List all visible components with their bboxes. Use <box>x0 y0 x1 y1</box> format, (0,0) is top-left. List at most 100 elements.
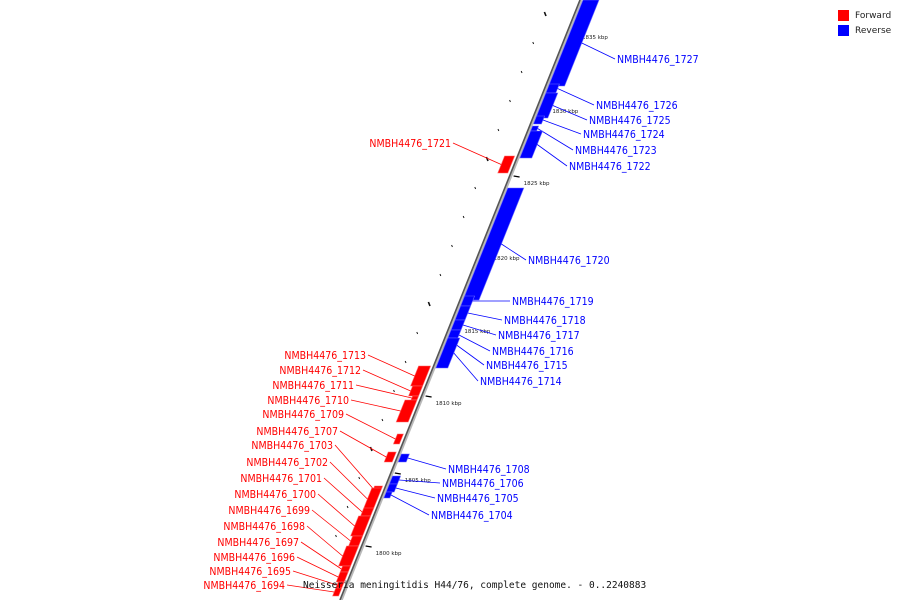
gene-feature-nmbh4476_1722 <box>519 130 544 159</box>
gene-label: NMBH4476_1710 <box>267 395 349 407</box>
legend-label-forward: Forward <box>855 10 892 21</box>
gene-feature-nmbh4476_1712 <box>408 385 424 397</box>
legend-label-reverse: Reverse <box>855 25 892 36</box>
track-dash <box>381 418 384 422</box>
gene-connector <box>453 352 479 382</box>
gene-feature-nmbh4476_1708 <box>397 453 410 463</box>
kbp-tick-label: 1810 kbp <box>436 401 462 407</box>
gene-label: NMBH4476_1719 <box>512 296 594 308</box>
gene-connector <box>537 128 574 151</box>
kbp-tick-label: 1835 kbp <box>582 35 608 41</box>
gene-label: NMBH4476_1706 <box>442 478 524 490</box>
gene-connector <box>467 312 503 321</box>
gene-connector <box>367 354 415 377</box>
track-dash <box>335 534 337 538</box>
kbp-tick <box>394 472 401 475</box>
gene-label: NMBH4476_1721 <box>369 138 451 150</box>
gene-label: NMBH4476_1702 <box>246 457 328 469</box>
track-dash <box>543 11 547 17</box>
kbp-tick-label: 1830 kbp <box>552 109 578 115</box>
track-dash <box>416 331 419 335</box>
track-dash <box>393 389 395 393</box>
gene-connector <box>311 509 351 542</box>
gene-label: NMBH4476_1701 <box>240 473 322 485</box>
gene-connector <box>334 444 374 490</box>
gene-label: NMBH4476_1704 <box>431 510 513 522</box>
gene-connector <box>292 570 338 586</box>
gene-label: NMBH4476_1717 <box>498 330 580 342</box>
kbp-tick-label: 1820 kbp <box>494 256 520 262</box>
legend: Forward Reverse <box>838 8 891 38</box>
gene-label: NMBH4476_1724 <box>583 129 665 141</box>
gene-connector <box>306 525 343 557</box>
gene-connector <box>329 461 368 500</box>
track-dash <box>462 215 465 219</box>
gene-connector <box>390 494 430 516</box>
gene-feature-nmbh4476_1709 <box>392 433 404 445</box>
legend-item-forward: Forward <box>838 8 891 23</box>
gene-feature-nmbh4476_1704 <box>383 491 393 499</box>
genome-line <box>339 0 581 600</box>
gene-label: NMBH4476_1697 <box>217 537 299 549</box>
gene-label: NMBH4476_1725 <box>589 115 671 127</box>
gene-feature-nmbh4476_1699 <box>348 535 364 547</box>
gene-label: NMBH4476_1715 <box>486 360 568 372</box>
gene-connector <box>323 477 363 513</box>
gene-label: NMBH4476_1726 <box>596 100 678 112</box>
gene-label: NMBH4476_1711 <box>272 380 354 392</box>
track-dash <box>520 70 523 74</box>
gene-label: NMBH4476_1705 <box>437 493 519 505</box>
gene-label: NMBH4476_1722 <box>569 161 651 173</box>
gene-label: NMBH4476_1694 <box>203 580 285 592</box>
track-dash <box>439 273 442 277</box>
gene-label: NMBH4476_1696 <box>213 552 295 564</box>
track-dash <box>404 360 407 364</box>
gene-connector <box>345 413 396 440</box>
gene-feature-nmbh4476_1697 <box>339 565 352 573</box>
gene-connector <box>501 243 527 261</box>
track-dash <box>509 99 511 103</box>
gene-connector <box>552 105 588 121</box>
track-dash <box>358 476 361 480</box>
gene-connector <box>350 399 401 412</box>
gene-feature-nmbh4476_1711 <box>410 395 420 401</box>
gene-feature-nmbh4476_1714 <box>435 337 461 369</box>
gene-connector <box>458 334 491 352</box>
track-dash <box>346 505 349 509</box>
track-dash <box>497 128 500 132</box>
gene-feature-nmbh4476_1705 <box>385 483 398 493</box>
gene-label: NMBH4476_1708 <box>448 464 530 476</box>
gene-connector <box>453 342 485 366</box>
track-dash <box>474 186 477 190</box>
gene-label: NMBH4476_1714 <box>480 376 562 388</box>
kbp-tick <box>365 545 372 548</box>
gene-feature-nmbh4476_1727 <box>548 0 600 87</box>
gene-feature-nmbh4476_1694 <box>332 587 343 597</box>
gene-feature-nmbh4476_1707 <box>383 451 397 463</box>
gene-feature-nmbh4476_1724 <box>532 115 546 125</box>
gene-connector <box>581 42 616 60</box>
gene-feature-nmbh4476_1725 <box>535 92 559 119</box>
gene-label: NMBH4476_1695 <box>209 566 291 578</box>
gene-label: NMBH4476_1713 <box>284 350 366 362</box>
gene-label: NMBH4476_1723 <box>575 145 657 157</box>
gene-connector <box>362 369 411 392</box>
gene-feature-nmbh4476_1710 <box>395 399 418 423</box>
gene-feature-nmbh4476_1701 <box>360 507 375 517</box>
kbp-tick <box>425 395 432 398</box>
forward-swatch <box>838 10 849 21</box>
gene-label: NMBH4476_1727 <box>617 54 699 66</box>
gene-connector <box>536 144 568 167</box>
genome-caption: Neisseria meningitidis H44/76, complete … <box>303 580 646 591</box>
gene-feature-nmbh4476_1721 <box>497 155 516 174</box>
gene-connector <box>398 479 441 484</box>
kbp-tick-label: 1825 kbp <box>524 181 550 187</box>
gene-label: NMBH4476_1709 <box>262 409 344 421</box>
gene-label: NMBH4476_1718 <box>504 315 586 327</box>
gene-connector <box>317 493 355 527</box>
gene-label: NMBH4476_1716 <box>492 346 574 358</box>
gene-connector <box>452 142 502 165</box>
track-dash <box>451 244 453 248</box>
